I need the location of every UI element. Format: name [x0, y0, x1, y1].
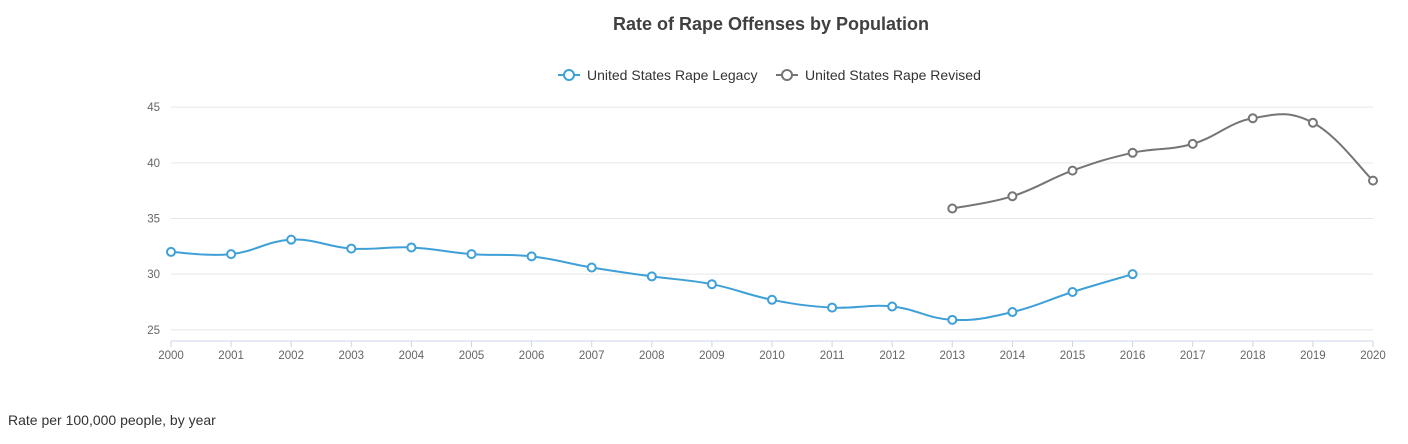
- x-tick-label: 2018: [1240, 350, 1266, 362]
- data-point[interactable]: [1007, 191, 1018, 202]
- legend-label: United States Rape Legacy: [587, 67, 757, 83]
- x-tick-label: 2003: [339, 350, 365, 362]
- y-tick-label: 25: [147, 325, 160, 337]
- legend-item-2[interactable]: United States Rape Revised: [776, 67, 981, 83]
- legend-label: United States Rape Revised: [805, 67, 981, 83]
- x-tick-label: 2017: [1180, 350, 1206, 362]
- data-point[interactable]: [706, 279, 717, 290]
- x-tick-label: 2014: [1000, 350, 1026, 362]
- data-point[interactable]: [947, 314, 958, 325]
- y-tick-label: 30: [147, 269, 160, 281]
- x-tick-label: 2006: [519, 350, 545, 362]
- data-point[interactable]: [947, 203, 958, 214]
- data-point[interactable]: [1127, 269, 1138, 280]
- data-point[interactable]: [406, 242, 417, 253]
- data-point[interactable]: [346, 243, 357, 254]
- data-point[interactable]: [286, 234, 297, 245]
- data-point[interactable]: [827, 302, 838, 313]
- data-point[interactable]: [1247, 113, 1258, 124]
- y-tick-label: 45: [147, 102, 160, 114]
- grid: [171, 106, 1373, 331]
- x-tick-label: 2019: [1300, 350, 1326, 362]
- chart-title: Rate of Rape Offenses by Population: [613, 14, 929, 34]
- data-point[interactable]: [1127, 147, 1138, 158]
- data-point[interactable]: [1307, 117, 1318, 128]
- data-point[interactable]: [526, 251, 537, 262]
- x-tick-label: 2002: [278, 350, 304, 362]
- x-tick-label: 2013: [940, 350, 966, 362]
- data-point[interactable]: [226, 249, 237, 260]
- series-1[interactable]: [166, 234, 1138, 325]
- x-tick-label: 2004: [399, 350, 425, 362]
- series-group: [166, 113, 1378, 325]
- data-point[interactable]: [586, 262, 597, 273]
- x-tick-label: 2007: [579, 350, 605, 362]
- y-tick-label: 35: [147, 214, 160, 226]
- y-tick-label: 40: [147, 158, 160, 170]
- x-tick-label: 2009: [699, 350, 725, 362]
- chart-caption: Rate per 100,000 people, by year: [8, 412, 216, 428]
- x-tick-label: 2015: [1060, 350, 1086, 362]
- x-tick-label: 2020: [1360, 350, 1386, 362]
- x-tick-label: 2001: [218, 350, 244, 362]
- legend[interactable]: United States Rape Legacy United States R…: [558, 67, 981, 83]
- data-point[interactable]: [646, 271, 657, 282]
- series-2[interactable]: [947, 113, 1378, 214]
- x-tick-label: 2000: [158, 350, 184, 362]
- legend-marker-icon: [563, 69, 575, 81]
- data-point[interactable]: [1368, 175, 1378, 186]
- data-point[interactable]: [466, 249, 477, 260]
- data-point[interactable]: [1007, 307, 1018, 318]
- x-tick-label: 2010: [759, 350, 785, 362]
- x-tick-label: 2016: [1120, 350, 1146, 362]
- legend-item-1[interactable]: United States Rape Legacy: [558, 67, 757, 83]
- x-tick-label: 2005: [459, 350, 485, 362]
- data-point[interactable]: [767, 294, 777, 305]
- y-axis: 25 30 35 40 45: [147, 102, 160, 337]
- x-tick-label: 2008: [639, 350, 665, 362]
- x-axis: 2000 2001 2002 2003 2004 2005 2006 2007 2008 2009…: [158, 340, 1386, 362]
- x-tick-label: 2012: [879, 350, 905, 362]
- data-point[interactable]: [1067, 287, 1078, 297]
- data-point[interactable]: [1187, 138, 1198, 149]
- x-tick-label: 2011: [820, 350, 845, 362]
- legend-marker-icon: [781, 69, 793, 81]
- data-point[interactable]: [887, 301, 898, 312]
- data-point[interactable]: [166, 246, 176, 257]
- data-point[interactable]: [1067, 165, 1078, 176]
